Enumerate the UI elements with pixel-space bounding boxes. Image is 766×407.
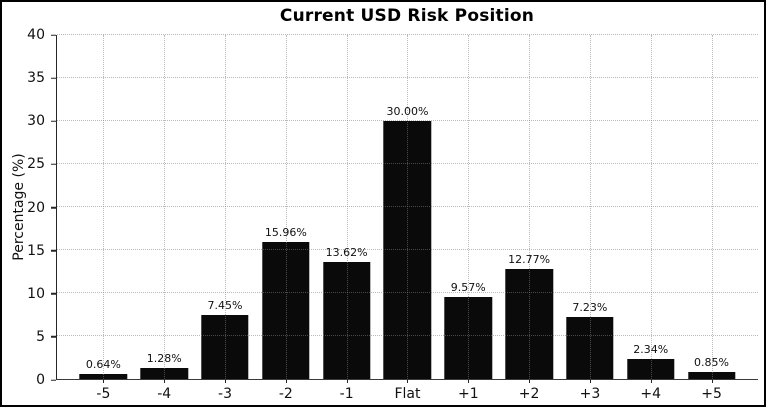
category-slot: 9.57% +1 [438,35,499,402]
category-slot: 7.23% +3 [560,35,621,402]
category-slot: 15.96% -2 [255,35,316,402]
y-tick-mark [51,163,56,166]
v-gridline [225,35,227,379]
y-tick-label: 40 [27,27,45,43]
bar-value-label: 9.57% [450,280,486,294]
plot-area: 0.64% -5 1.28% -4 7.45% -3 15.96% -2 13.62% -1 30.… [56,34,758,402]
category-slot: 0.85% +5 [681,35,742,402]
x-tick-mark [650,379,652,383]
x-tick-mark [468,379,470,383]
category-slot: 1.28% -4 [134,35,195,402]
y-tick-mark [51,336,56,338]
y-tick-label: 30 [27,113,45,130]
y-tick-label: 5 [36,328,45,345]
x-tick-label: +4 [640,386,662,402]
category-slot: 13.62% -1 [316,35,377,402]
v-gridline [164,35,166,379]
x-tick-mark [529,379,531,383]
bar-value-label: 2.34% [633,342,669,356]
x-tick-label: +1 [457,386,479,402]
y-tick-label: 25 [27,156,45,173]
category-slot: 30.00% Flat [377,35,438,402]
x-tick-label: +5 [701,386,722,402]
h-gridline [57,34,758,35]
bar-value-label: 0.85% [694,355,730,369]
y-tick-mark [51,206,56,209]
x-tick-label: -4 [157,386,172,402]
bar-value-label: 13.62% [325,245,368,259]
y-axis: 0 5 10 15 20 25 30 35 40 [2,28,56,387]
bar-value-label: 1.28% [146,352,182,365]
y-tick-mark [51,249,56,252]
x-tick-mark [285,379,287,383]
x-tick-label: Flat [394,386,421,402]
y-tick-label: 10 [27,285,45,302]
bar-value-label: 0.64% [85,357,121,371]
y-tick-label: 20 [27,199,45,216]
y-tick-label: 15 [27,242,45,259]
x-tick-label: -1 [339,386,354,402]
x-tick-mark [225,379,227,383]
y-tick-mark [51,379,56,381]
bar-value-label: 7.23% [572,300,608,314]
x-tick-label: -5 [96,386,111,402]
x-tick-mark [346,379,348,383]
y-tick-mark [51,77,56,79]
x-tick-mark [407,379,409,383]
category-slot: 2.34% +4 [620,35,681,402]
y-tick-mark [51,120,56,122]
bar-value-label: 30.00% [386,105,429,118]
v-gridline [589,35,591,379]
category-slots: 0.64% -5 1.28% -4 7.45% -3 15.96% -2 13.62% -1 30.… [57,35,758,402]
bar-value-label: 7.45% [207,298,243,312]
y-tick-label: 0 [36,372,45,388]
x-tick-label: +2 [518,386,540,402]
category-slot: 12.77% +2 [499,35,560,402]
y-tick-label: 35 [27,70,45,87]
bar-value-label: 15.96% [264,225,307,239]
category-slot: 7.45% -3 [195,35,256,402]
v-gridline [529,35,531,379]
chart-title: Current USD Risk Position [279,6,535,26]
bar-value-label: 12.77% [508,253,551,267]
x-tick-label: -3 [218,386,233,402]
x-tick-label: -2 [278,386,293,402]
v-gridline [407,35,409,379]
v-gridline [285,35,287,379]
v-gridline [650,35,652,379]
y-tick-mark [51,293,56,295]
category-slot: 0.64% -5 [73,35,134,402]
v-gridline [711,35,713,379]
x-tick-mark [103,379,105,383]
x-tick-label: +3 [579,386,601,402]
v-gridline [346,35,348,379]
v-gridline [103,35,105,379]
x-tick-mark [164,379,166,383]
y-tick-mark [51,34,56,36]
x-tick-mark [589,379,591,383]
v-gridline [468,35,470,379]
x-tick-mark [711,379,713,383]
